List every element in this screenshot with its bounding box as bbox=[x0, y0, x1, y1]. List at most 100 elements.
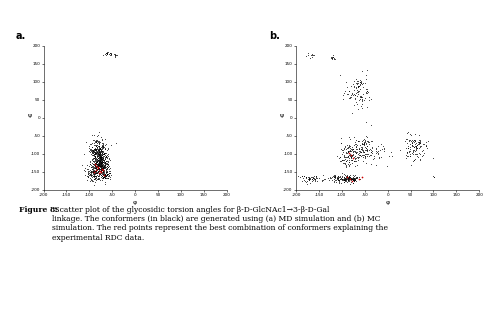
Point bbox=[102, 161, 110, 166]
Point bbox=[358, 148, 365, 153]
Point bbox=[340, 145, 348, 150]
Point bbox=[405, 146, 412, 151]
Point bbox=[95, 144, 103, 149]
Point bbox=[309, 177, 317, 182]
Point bbox=[348, 179, 355, 184]
Point bbox=[101, 161, 108, 166]
Point bbox=[347, 176, 355, 181]
Point bbox=[348, 157, 355, 163]
Point bbox=[101, 153, 108, 158]
Point bbox=[303, 178, 311, 183]
Point bbox=[328, 178, 336, 183]
Point bbox=[99, 164, 106, 169]
Point bbox=[86, 148, 94, 153]
Point bbox=[91, 157, 99, 163]
Point bbox=[91, 165, 99, 171]
Point bbox=[95, 173, 103, 178]
Point bbox=[402, 152, 409, 157]
Point bbox=[349, 177, 357, 182]
Point bbox=[336, 155, 344, 160]
Point bbox=[90, 168, 98, 173]
Point bbox=[105, 170, 113, 175]
Point bbox=[362, 90, 370, 95]
Point bbox=[328, 55, 336, 60]
Point bbox=[92, 171, 100, 176]
Point bbox=[106, 177, 114, 182]
Point bbox=[333, 175, 341, 181]
Point bbox=[95, 150, 103, 156]
Point bbox=[85, 148, 92, 154]
Point bbox=[343, 91, 351, 96]
Point bbox=[92, 160, 100, 165]
Point bbox=[96, 146, 104, 151]
Point bbox=[89, 169, 97, 174]
Point bbox=[361, 141, 368, 146]
Point bbox=[335, 178, 343, 183]
Point bbox=[93, 177, 101, 182]
Point bbox=[97, 166, 105, 171]
Point bbox=[93, 162, 101, 167]
Point bbox=[100, 171, 107, 177]
Point bbox=[347, 176, 355, 181]
Point bbox=[365, 97, 373, 103]
Point bbox=[306, 55, 314, 60]
Point bbox=[307, 175, 315, 180]
Point bbox=[101, 156, 108, 162]
Point bbox=[102, 170, 110, 175]
Point bbox=[96, 158, 104, 163]
Point bbox=[90, 170, 98, 175]
Point bbox=[97, 163, 105, 168]
Point bbox=[353, 88, 361, 93]
Point bbox=[349, 155, 357, 161]
Point bbox=[96, 150, 104, 156]
Point bbox=[345, 163, 352, 168]
Point bbox=[415, 145, 423, 150]
Point bbox=[346, 149, 353, 154]
Point bbox=[98, 161, 106, 166]
Point bbox=[95, 158, 103, 164]
Point bbox=[95, 151, 103, 157]
Point bbox=[105, 158, 112, 164]
Point bbox=[102, 51, 110, 56]
Point bbox=[103, 169, 110, 174]
Point bbox=[348, 176, 356, 181]
Point bbox=[98, 158, 106, 163]
Point bbox=[91, 158, 98, 164]
Point bbox=[367, 96, 375, 101]
Point bbox=[337, 140, 345, 146]
Point bbox=[98, 146, 106, 152]
Point bbox=[99, 173, 106, 178]
Point bbox=[357, 146, 364, 152]
Point bbox=[91, 139, 99, 144]
Point bbox=[88, 166, 96, 171]
Point bbox=[93, 144, 101, 149]
Point bbox=[375, 148, 382, 153]
Point bbox=[101, 175, 108, 180]
Point bbox=[354, 92, 362, 97]
Point bbox=[340, 177, 348, 182]
Point bbox=[98, 174, 106, 179]
Point bbox=[103, 167, 111, 172]
Point bbox=[93, 161, 101, 166]
Point bbox=[313, 175, 321, 180]
Point bbox=[344, 145, 351, 150]
Point bbox=[94, 151, 102, 156]
Point bbox=[91, 153, 98, 158]
Point bbox=[89, 152, 96, 158]
Point bbox=[92, 144, 100, 149]
Point bbox=[88, 147, 96, 152]
Point bbox=[91, 153, 99, 159]
Point bbox=[353, 176, 361, 181]
Point bbox=[350, 176, 358, 181]
Point bbox=[98, 159, 106, 164]
Point bbox=[369, 156, 377, 162]
Point bbox=[412, 145, 420, 150]
Point bbox=[94, 153, 102, 158]
Point bbox=[85, 169, 93, 174]
Point bbox=[97, 164, 105, 169]
Point bbox=[91, 153, 99, 159]
Point bbox=[312, 177, 319, 182]
Point bbox=[344, 92, 351, 97]
Point bbox=[342, 177, 350, 182]
Point bbox=[405, 149, 412, 154]
